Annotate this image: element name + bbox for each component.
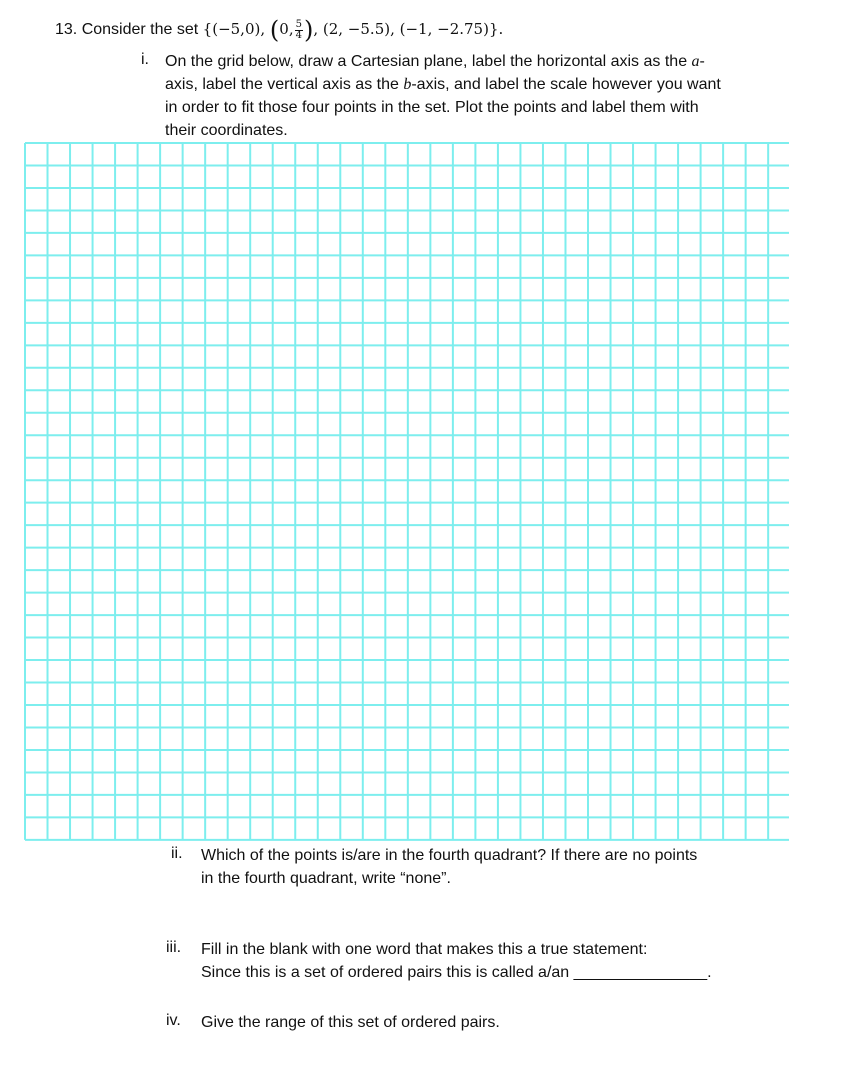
part-i-line-4: their coordinates. — [165, 122, 288, 139]
part-ii-line-1: Which of the points is/are in the fourth… — [201, 847, 698, 864]
part-iv-label: iv. — [166, 1012, 181, 1029]
paren-close: ) — [303, 16, 314, 44]
part-iii-text: Fill in the blank with one word that mak… — [201, 938, 712, 984]
part-i-label: i. — [141, 51, 149, 68]
paren-open: ( — [269, 16, 280, 44]
part-i-line-3: in order to fit those four points in the… — [165, 99, 699, 116]
part-ii-line-2: in the fourth quadrant, write “none”. — [201, 870, 451, 887]
hyphen: - — [699, 53, 705, 70]
var-b: b — [403, 76, 412, 93]
question-header: 13. Consider the set {(−5,0), (0, 5 4), (2… — [55, 16, 503, 44]
var-a: a — [691, 53, 700, 70]
part-iii-label: iii. — [166, 939, 182, 956]
question-number: 13. — [55, 21, 78, 38]
part-i-line-1: On the grid below, draw a Cartesian plan… — [165, 53, 692, 70]
fraction-denominator: 4 — [295, 29, 302, 41]
part-iii-line-1: Fill in the blank with one word that mak… — [201, 941, 648, 958]
fraction-numerator: 5 — [294, 18, 303, 31]
part-iii-line-2: Since this is a set of ordered pairs thi… — [201, 964, 574, 981]
part-i-text: On the grid below, draw a Cartesian plan… — [165, 50, 721, 142]
part-iv-text: Give the range of this set of ordered pa… — [201, 1011, 500, 1034]
part-iv-line-1: Give the range of this set of ordered pa… — [201, 1014, 500, 1031]
part-i-line-2: axis, label the vertical axis as the — [165, 76, 404, 93]
set-point-2-x: 0, — [279, 20, 294, 38]
answer-blank[interactable]: _______________. — [573, 964, 712, 981]
part-i-line-2-end: -axis, and label the scale however you w… — [411, 76, 721, 93]
set-points-3-4: , (2, −5.5), (−1, −2.75)}. — [313, 20, 504, 38]
part-ii-text: Which of the points is/are in the fourth… — [201, 844, 697, 890]
set-expression: {(−5,0), (0, 5 4), (2, −5.5), (−1, −2.75)}… — [202, 16, 504, 44]
part-ii-label: ii. — [171, 845, 183, 862]
question-intro: Consider the set — [81, 21, 199, 38]
set-point-1: {(−5,0), — [202, 20, 266, 38]
